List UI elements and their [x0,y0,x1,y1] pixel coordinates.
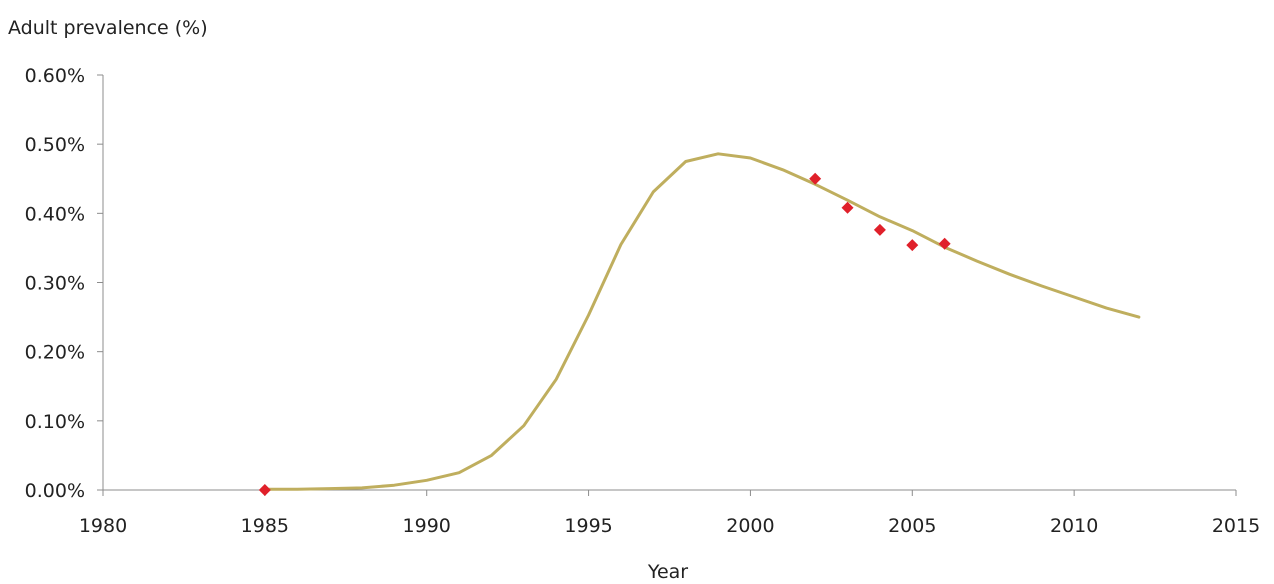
data-point-diamond [841,201,854,214]
y-tick-label: 0.40% [25,203,85,225]
plot-series [258,152,1141,496]
data-point-diamond [258,484,271,496]
y-tick-label: 0.60% [25,65,85,87]
data-point-diamond [873,223,886,236]
x-tick-label: 1990 [403,515,451,537]
x-tick-label: 2000 [726,515,774,537]
y-axis: 0.00% 0.10% 0.20% 0.30% 0.40% 0.50% 0.60% [25,65,104,502]
data-point-diamond [906,239,919,252]
x-tick-label: 1980 [79,515,127,537]
y-tick-label: 0.50% [25,134,85,156]
y-tick-label: 0.00% [25,480,85,502]
x-tick-label: 1985 [241,515,289,537]
x-axis: 1980 1985 1990 1995 2000 2005 2010 2015 [79,489,1260,537]
model-curve-line [263,152,1141,491]
y-tick-label: 0.30% [25,273,85,295]
x-axis-title: Year [647,561,688,583]
data-point-diamond [809,172,822,185]
data-point-diamond [938,237,951,250]
x-tick-label: 2015 [1212,515,1260,537]
x-tick-label: 2005 [888,515,936,537]
y-axis-title: Adult prevalence (%) [8,17,208,39]
x-tick-label: 1995 [564,515,612,537]
y-tick-label: 0.20% [25,342,85,364]
x-tick-label: 2010 [1050,515,1098,537]
y-tick-label: 0.10% [25,411,85,433]
